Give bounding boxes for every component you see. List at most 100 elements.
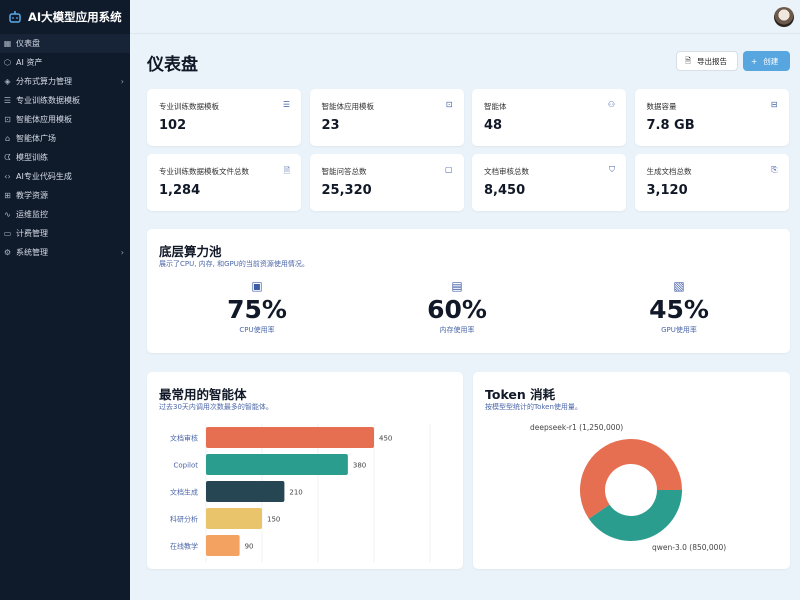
stat-value: 102: [159, 118, 187, 133]
donut-slice: [580, 439, 682, 519]
bar: [206, 454, 348, 475]
create-button[interactable]: + 创建: [743, 51, 790, 71]
bar-chart-title: 最常用的智能体: [159, 387, 247, 402]
sidebar-item-label: 模型训练: [16, 153, 48, 162]
create-label: 创建: [763, 56, 779, 66]
bar: [206, 427, 374, 448]
hard-drive-icon: ⊟: [770, 100, 778, 109]
sidebar-item[interactable]: ⌂ 智能体广场: [0, 129, 130, 148]
sidebar-item-label: 智能体广场: [16, 134, 56, 143]
resource-metric: ▤ 60% 内存使用率: [377, 279, 537, 335]
sidebar-item[interactable]: ∿ 运维监控: [0, 205, 130, 224]
sidebar-item[interactable]: ⬡ AI 资产: [0, 53, 130, 72]
bar-chart-subtitle: 过去30天内调用次数最多的智能体。: [159, 403, 273, 411]
stat-value: 25,320: [321, 183, 372, 198]
bar-category-label: 科研分析: [170, 515, 198, 524]
sidebar-item[interactable]: ▦ 仪表盘: [0, 34, 130, 53]
donut-slice: [588, 490, 682, 541]
gear-icon: ⚙: [3, 248, 12, 257]
bar-category-label: Copilot: [173, 462, 198, 470]
plus-icon: +: [751, 56, 758, 66]
resource-value: 60%: [427, 295, 487, 324]
sidebar-item[interactable]: ⊞ 教学资源: [0, 186, 130, 205]
export-report-button[interactable]: 🗎 导出报告: [676, 51, 738, 71]
file-icon: 🗎: [283, 166, 290, 175]
shield-check-icon: ⛉: [609, 165, 615, 174]
users-icon: ⚇: [607, 100, 615, 109]
file-plus-icon: ⎘: [771, 165, 778, 174]
sidebar-item-label: 系统管理: [16, 248, 48, 257]
stat-card[interactable]: 专业训练数据模板 102 ☰: [147, 89, 301, 146]
sidebar-item[interactable]: ☰ 专业训练数据模板: [0, 91, 130, 110]
bar-category-label: 在线教学: [170, 542, 198, 551]
resource-label: 内存使用率: [439, 326, 475, 334]
brain-icon: ᗧ: [4, 152, 11, 162]
stat-label: 专业训练数据模板文件总数: [159, 167, 249, 176]
bar: [206, 535, 240, 556]
resource-value: 45%: [649, 295, 709, 324]
resource-metric: ▧ 45% GPU使用率: [599, 279, 759, 335]
donut-chart-subtitle: 按模型型统计的Token使用量。: [485, 403, 582, 411]
stat-card[interactable]: 智能体 48 ⚇: [472, 89, 626, 146]
sidebar-item-label: 计费管理: [16, 229, 48, 238]
stat-card[interactable]: 智能体应用模板 23 ⊡: [309, 89, 464, 146]
sidebar-item-label: AI专业代码生成: [16, 172, 72, 181]
sidebar-item[interactable]: ⊡ 智能体应用模板: [0, 110, 130, 129]
stat-card[interactable]: 文档审核总数 8,450 ⛉: [472, 154, 626, 211]
sidebar-item-label: 智能体应用模板: [16, 115, 72, 124]
resource-metric: ▣ 75% CPU使用率: [177, 279, 337, 335]
cpu-icon: ▣: [251, 279, 263, 293]
stat-card[interactable]: 生成文档总数 3,120 ⎘: [634, 154, 789, 211]
sidebar-item[interactable]: ◈ 分布式算力管理 ›: [0, 72, 130, 91]
code-icon: ‹›: [4, 172, 11, 181]
sidebar-item[interactable]: ▭ 计费管理: [0, 224, 130, 243]
bar-category-label: 文档生成: [170, 488, 198, 497]
stat-label: 文档审核总数: [484, 167, 529, 176]
stat-label: 智能问答总数: [321, 167, 367, 176]
stat-label: 生成文档总数: [646, 167, 692, 176]
donut-label: qwen-3.0 (850,000): [652, 543, 726, 552]
stat-card[interactable]: 智能问答总数 25,320 ▢: [309, 154, 464, 211]
stat-label: 智能体应用模板: [321, 102, 375, 111]
stat-value: 3,120: [646, 183, 688, 198]
grid-icon: ▦: [3, 39, 12, 48]
token-card: Token 消耗 按模型型统计的Token使用量。 deepseek-r1 (1…: [473, 372, 790, 569]
topbar: [130, 0, 800, 34]
app-title: AI大模型应用系统: [28, 10, 122, 24]
sidebar-item-label: 专业训练数据模板: [16, 96, 80, 105]
stat-card[interactable]: 专业训练数据模板文件总数 1,284 🗎: [147, 154, 301, 211]
stat-value: 23: [321, 118, 340, 133]
donut-chart-title: Token 消耗: [485, 387, 556, 402]
compute-subtitle: 展示了CPU, 内存, 和GPU的当前资源使用情况。: [159, 260, 309, 268]
bar: [206, 481, 285, 502]
file-icon: 🗎: [685, 55, 692, 65]
stat-label: 智能体: [484, 102, 507, 111]
sidebar: AI大模型应用系统 ▦ 仪表盘 ⬡ AI 资产 ◈ 分布式算力管理 › ☰ 专业训练数据模板 ⊡ 智…: [0, 0, 130, 600]
bar: [206, 508, 262, 529]
database-icon: ☰: [282, 100, 290, 109]
chevron-right-icon: ›: [120, 77, 124, 86]
message-icon: ▢: [444, 165, 453, 174]
avatar[interactable]: [774, 7, 794, 27]
brand[interactable]: AI大模型应用系统: [0, 0, 130, 34]
stat-card[interactable]: 数据容量 7.8 GB ⊟: [634, 89, 789, 146]
bar-value-label: 150: [267, 516, 280, 524]
cube-icon: ⬡: [4, 58, 11, 67]
bar-value-label: 210: [289, 489, 302, 497]
bar-value-label: 380: [353, 462, 366, 470]
sidebar-item[interactable]: ‹› AI专业代码生成: [0, 167, 130, 186]
bot-icon: ⊡: [4, 115, 11, 124]
bot-icon: ⊡: [445, 100, 453, 109]
stat-value: 48: [484, 118, 503, 133]
sidebar-item[interactable]: ᗧ 模型训练: [0, 148, 130, 167]
donut-chart: deepseek-r1 (1,250,000) qwen-3.0 (850,000…: [530, 423, 726, 552]
memory-icon: ▤: [451, 279, 463, 293]
bar-category-label: 文档审核: [170, 434, 198, 443]
sidebar-item[interactable]: ⚙ 系统管理 ›: [0, 243, 130, 262]
donut-label: deepseek-r1 (1,250,000): [530, 423, 623, 432]
page-title: 仪表盘: [147, 55, 198, 75]
resource-label: CPU使用率: [239, 326, 275, 334]
resource-label: GPU使用率: [661, 326, 697, 334]
sidebar-item-label: AI 资产: [16, 58, 43, 67]
stat-value: 8,450: [484, 183, 526, 198]
